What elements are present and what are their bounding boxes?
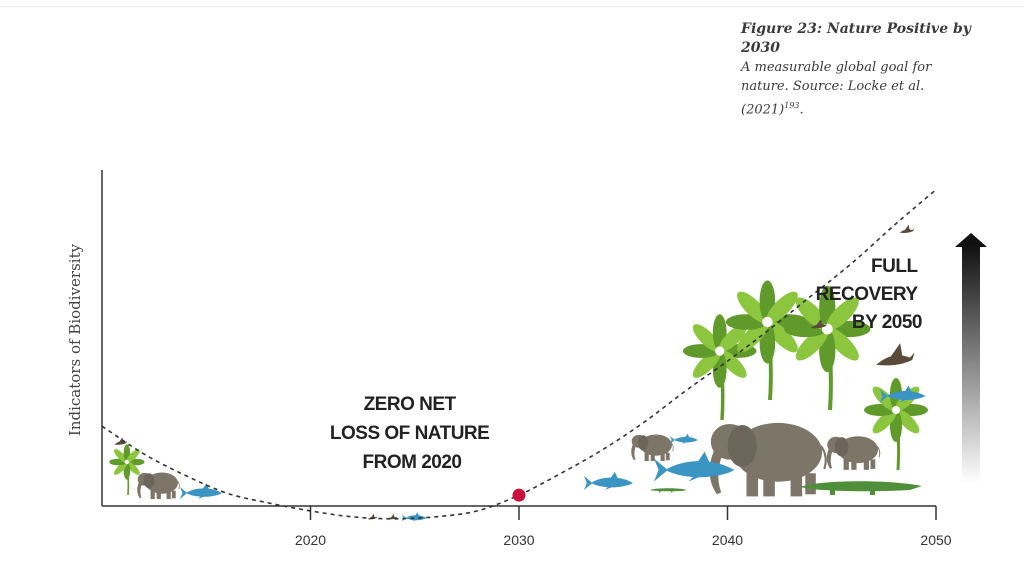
figure-caption: Figure 23: Nature Positive by 2030 A mea…: [741, 20, 981, 119]
fish-5: [402, 512, 427, 522]
annotation-full-recovery: FULL RECOVERY BY 2050: [816, 256, 922, 333]
x-tick-label-2040: 2040: [712, 532, 743, 548]
top-divider: [0, 0, 1024, 7]
elephant-small-2: [826, 436, 881, 470]
annotation-zero-net-line-3: FROM 2020: [363, 452, 462, 473]
bird-1: [876, 343, 915, 366]
palm-plant-5: [109, 444, 145, 496]
crocodile-2: [650, 488, 687, 493]
bird-4: [114, 437, 128, 445]
chart-markers: [512, 488, 526, 502]
palm-plant-2: [725, 280, 809, 401]
x-tick-label-2030: 2030: [503, 532, 534, 548]
fish-2: [670, 433, 698, 444]
elephant-large: [709, 422, 827, 497]
wildlife-illustrations: [109, 224, 928, 522]
figure-title: Figure 23: Nature Positive by 2030: [741, 21, 971, 56]
fish-1: [584, 471, 633, 490]
shark-1: [654, 451, 735, 482]
x-tick-label-2020: 2020: [295, 532, 326, 548]
figure-subtitle-text: A measurable global goal for nature. Sou…: [741, 60, 932, 118]
annotation-zero-net-line-2: LOSS OF NATURE: [330, 423, 489, 444]
crocodile-1: [800, 481, 922, 495]
bird-3: [899, 224, 915, 234]
figure-reference: 193: [784, 101, 800, 110]
fish-3: [880, 385, 926, 403]
x-tick-label-2050: 2050: [920, 532, 951, 548]
palm-plant-3: [784, 285, 871, 411]
gradient-up-arrow: [955, 233, 987, 484]
annotation-zero-net: ZERO NET LOSS OF NATURE FROM 2020: [330, 394, 494, 473]
figure-subtitle-end: .: [799, 102, 804, 118]
bird-2: [811, 319, 827, 329]
annotation-full-recovery-line-2: RECOVERY: [816, 284, 919, 305]
palm-plant-1: [682, 314, 757, 421]
annotation-full-recovery-line-1: FULL: [871, 256, 918, 277]
milestone-marker-2030: [512, 488, 526, 502]
annotation-zero-net-line-1: ZERO NET: [364, 394, 457, 415]
figure-subtitle: A measurable global goal for nature. Sou…: [741, 58, 981, 119]
elephant-small-1: [631, 434, 674, 462]
fish-4: [180, 483, 222, 499]
annotation-full-recovery-line-3: BY 2050: [852, 312, 922, 333]
elephant-small-3: [137, 472, 180, 500]
x-axis-ticks: 2020 2030 2040 2050: [295, 506, 952, 548]
arrow-head: [955, 233, 987, 247]
y-axis-label: Indicators of Biodiversity: [66, 243, 84, 436]
arrow-shaft: [962, 246, 980, 484]
